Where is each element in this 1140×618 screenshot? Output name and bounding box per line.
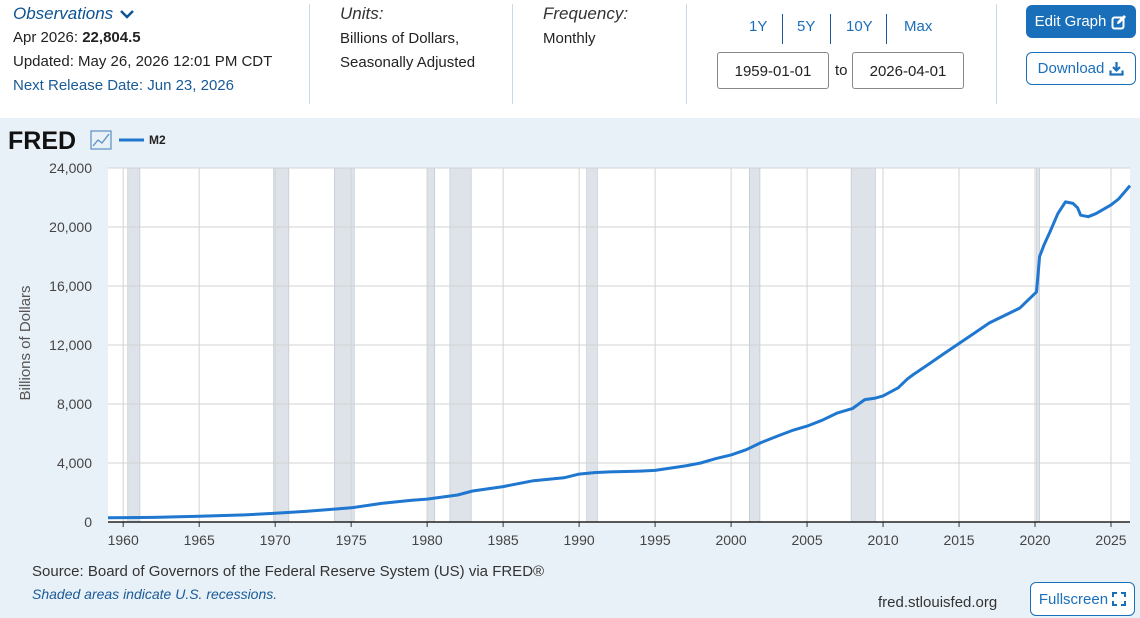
units-line1: Billions of Dollars, xyxy=(340,30,460,47)
y-tick-label: 20,000 xyxy=(49,219,92,235)
edit-graph-button[interactable]: Edit Graph xyxy=(1026,5,1136,38)
header-bar: Observations Apr 2026: 22,804.5 Updated:… xyxy=(0,0,1140,118)
y-tick-label: 12,000 xyxy=(49,337,92,353)
observations-block: Observations Apr 2026: 22,804.5 Updated:… xyxy=(13,4,272,94)
range-divider xyxy=(830,14,831,44)
units-line2: Seasonally Adjusted xyxy=(340,54,476,71)
x-tick-label: 2020 xyxy=(1019,532,1050,548)
observations-label: Observations xyxy=(13,4,114,23)
x-tick-label: 2025 xyxy=(1095,532,1126,548)
graph-panel: 0 4,000 8,000 12,000 16,000 20,000 24,000 1960… xyxy=(0,118,1140,618)
obs-date: Apr 2026: xyxy=(13,29,79,46)
latest-observation: Apr 2026: 22,804.5 xyxy=(13,29,272,46)
legend-label-m2: M2 xyxy=(149,133,166,147)
x-tick-label: 1975 xyxy=(336,532,367,548)
end-date-input[interactable]: 2026-04-01 xyxy=(852,52,964,89)
y-tick-label: 4,000 xyxy=(57,455,92,471)
x-tick-label: 1985 xyxy=(488,532,519,548)
x-tick-label: 1980 xyxy=(412,532,443,548)
divider xyxy=(309,4,310,104)
x-tick-label: 1965 xyxy=(184,532,215,548)
chevron-down-icon xyxy=(120,10,135,19)
x-tick-label: 2000 xyxy=(715,532,746,548)
divider xyxy=(512,4,513,104)
fullscreen-icon xyxy=(1112,592,1127,606)
download-label: Download xyxy=(1037,60,1105,77)
x-tick-label: 2015 xyxy=(943,532,974,548)
y-tick-label: 0 xyxy=(84,514,92,530)
to-label: to xyxy=(835,62,848,79)
obs-value: 22,804.5 xyxy=(82,29,141,46)
range-max-button[interactable]: Max xyxy=(904,18,933,35)
x-tick-label: 1970 xyxy=(260,532,291,548)
m2-chart: 0 4,000 8,000 12,000 16,000 20,000 24,000 1960… xyxy=(8,127,1132,611)
updated-text: Updated: May 26, 2026 12:01 PM CDT xyxy=(13,53,273,70)
range-divider xyxy=(886,14,887,44)
frequency-block: Frequency: Monthly xyxy=(543,4,628,47)
frequency-label: Frequency: xyxy=(543,4,629,23)
site-url: fred.stlouisfed.org xyxy=(878,594,997,611)
observations-toggle[interactable]: Observations xyxy=(13,4,272,24)
range-5y-button[interactable]: 5Y xyxy=(797,18,816,35)
units-label: Units: xyxy=(340,4,384,23)
edit-icon xyxy=(1111,14,1127,29)
x-tick-label: 1960 xyxy=(108,532,139,548)
series-line-m2 xyxy=(107,184,1132,520)
range-1y-button[interactable]: 1Y xyxy=(749,18,768,35)
x-tick-label: 2005 xyxy=(791,532,822,548)
next-release-link[interactable]: Next Release Date: Jun 23, 2026 xyxy=(13,77,234,94)
download-icon xyxy=(1109,62,1124,76)
divider xyxy=(686,4,687,104)
y-axis-label: Billions of Dollars xyxy=(17,285,34,400)
start-date-input[interactable]: 1959-01-01 xyxy=(717,52,829,89)
x-tick-label: 2010 xyxy=(867,532,898,548)
units-block: Units: Billions of Dollars, Seasonally A… xyxy=(340,4,475,71)
divider xyxy=(996,4,997,104)
download-button[interactable]: Download xyxy=(1026,52,1136,85)
x-tick-label: 1995 xyxy=(640,532,671,548)
y-tick-label: 24,000 xyxy=(49,160,92,176)
fred-logo: FRED xyxy=(8,127,76,155)
edit-graph-label: Edit Graph xyxy=(1034,13,1107,30)
recession-note: Shaded areas indicate U.S. recessions. xyxy=(32,586,277,602)
source-text: Source: Board of Governors of the Federa… xyxy=(32,563,544,580)
y-tick-label: 16,000 xyxy=(49,278,92,294)
fullscreen-button[interactable]: Fullscreen xyxy=(1030,582,1135,616)
x-tick-label: 1990 xyxy=(564,532,595,548)
range-10y-button[interactable]: 10Y xyxy=(846,18,873,35)
frequency-value: Monthly xyxy=(543,30,596,47)
range-divider xyxy=(782,14,783,44)
y-tick-label: 8,000 xyxy=(57,396,92,412)
fullscreen-label: Fullscreen xyxy=(1038,590,1109,608)
chart-icon xyxy=(90,130,112,150)
